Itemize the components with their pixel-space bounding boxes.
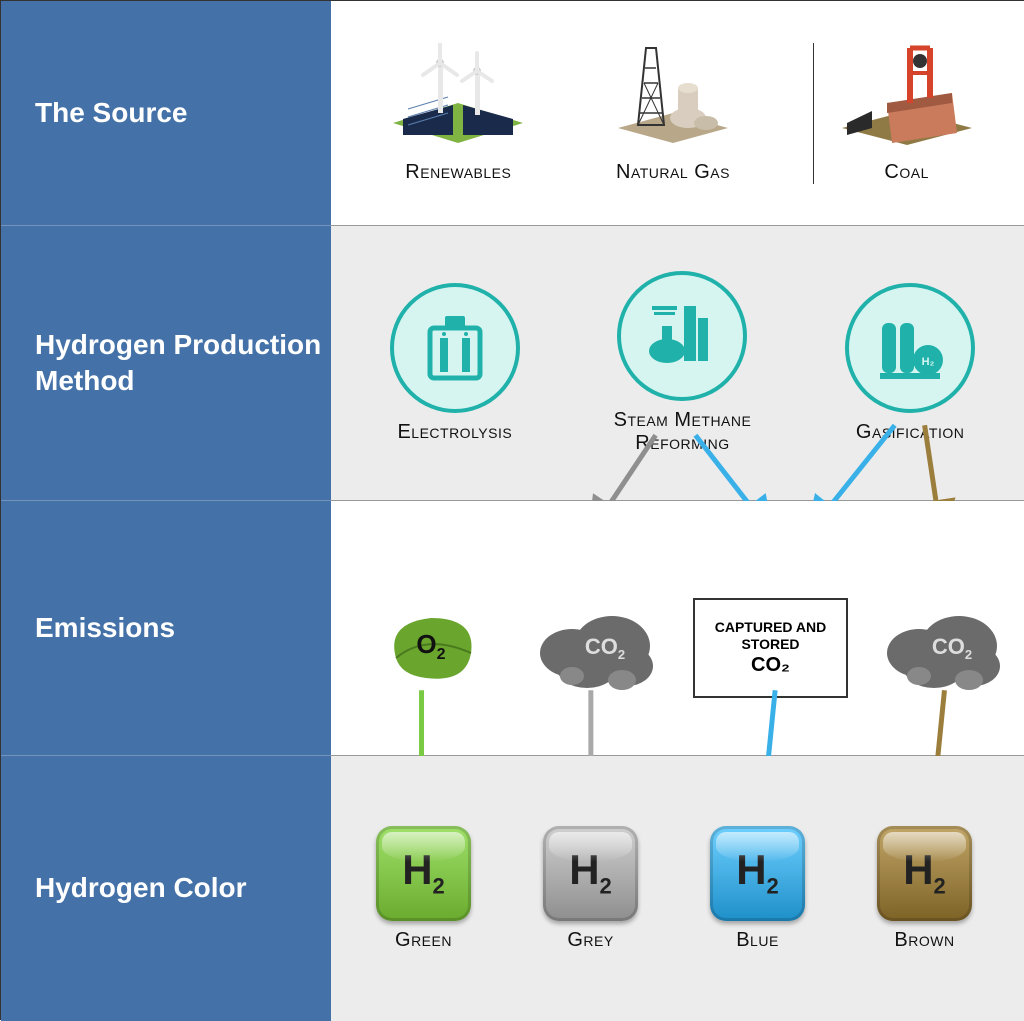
emission-co2-grey: CO2 [527, 593, 667, 703]
row-label-emissions-text: Emissions [35, 610, 175, 646]
captured-co2-box: CAPTURED AND STORED CO₂ [693, 598, 848, 698]
h2-blue-label: Blue [736, 929, 779, 952]
h2-tile-green: H2 [376, 826, 471, 921]
captured-line2: STORED [741, 636, 799, 653]
h2-brown: H2 Brown [877, 826, 972, 952]
coal-icon [832, 43, 982, 153]
source-natural-gas: Natural Gas [598, 43, 748, 184]
method-gasification: H₂ Gasification [845, 283, 975, 444]
row-content-emissions: O2 CO2 CAPTURED AND STORED CO₂ [331, 501, 1024, 756]
renewables-icon [383, 43, 533, 153]
co2-cloud-brown-icon: CO2 [874, 598, 1014, 698]
h2-grey-label: Grey [567, 929, 613, 952]
h2-grey: H2 Grey [543, 826, 638, 952]
h2-blue: H2 Blue [710, 826, 805, 952]
h2-symbol: H2 [903, 846, 946, 899]
h2-tile-grey: H2 [543, 826, 638, 921]
emission-captured: CAPTURED AND STORED CO₂ [693, 598, 848, 698]
h2-symbol: H2 [402, 846, 445, 899]
row-label-color-text: Hydrogen Color [35, 870, 247, 906]
method-gasification-label: Gasification [856, 421, 964, 444]
captured-line3: CO₂ [751, 653, 790, 677]
row-content-method: Electrolysis Steam Methane Reforming H₂ [331, 226, 1024, 501]
method-smr: Steam Methane Reforming [597, 271, 767, 455]
row-label-source: The Source [1, 1, 331, 226]
h2-brown-label: Brown [894, 929, 954, 952]
source-coal: Coal [813, 43, 982, 184]
gasification-icon: H₂ [845, 283, 975, 413]
h2-tile-brown: H2 [877, 826, 972, 921]
leaf-o2-icon: O2 [376, 603, 486, 693]
electrolysis-icon [390, 283, 520, 413]
source-coal-label: Coal [884, 161, 928, 184]
emission-o2: O2 [361, 593, 501, 703]
captured-line1: CAPTURED AND [715, 619, 826, 636]
source-renewables: Renewables [383, 43, 533, 184]
source-renewables-label: Renewables [405, 161, 511, 184]
row-label-source-text: The Source [35, 95, 187, 131]
co2-cloud-grey-icon: CO2 [527, 598, 667, 698]
row-content-color: H2 Green H2 Grey H2 Blue H2 Brown [331, 756, 1024, 1021]
method-smr-label: Steam Methane Reforming [597, 409, 767, 455]
h2-green-label: Green [395, 929, 452, 952]
row-label-method: Hydrogen Production Method [1, 226, 331, 501]
natural-gas-icon [598, 43, 748, 153]
emission-co2-brown: CO2 [874, 593, 1014, 703]
smr-icon [617, 271, 747, 401]
h2-tile-blue: H2 [710, 826, 805, 921]
h2-symbol: H2 [736, 846, 779, 899]
h2-symbol: H2 [569, 846, 612, 899]
row-label-color: Hydrogen Color [1, 756, 331, 1021]
method-electrolysis: Electrolysis [390, 283, 520, 444]
h2-green: H2 Green [376, 826, 471, 952]
method-electrolysis-label: Electrolysis [397, 421, 512, 444]
row-label-method-text: Hydrogen Production Method [35, 327, 331, 400]
source-natural-gas-label: Natural Gas [616, 161, 730, 184]
svg-text:H₂: H₂ [922, 356, 935, 368]
row-label-emissions: Emissions [1, 501, 331, 756]
row-content-source: Renewables Natural Gas [331, 1, 1024, 226]
